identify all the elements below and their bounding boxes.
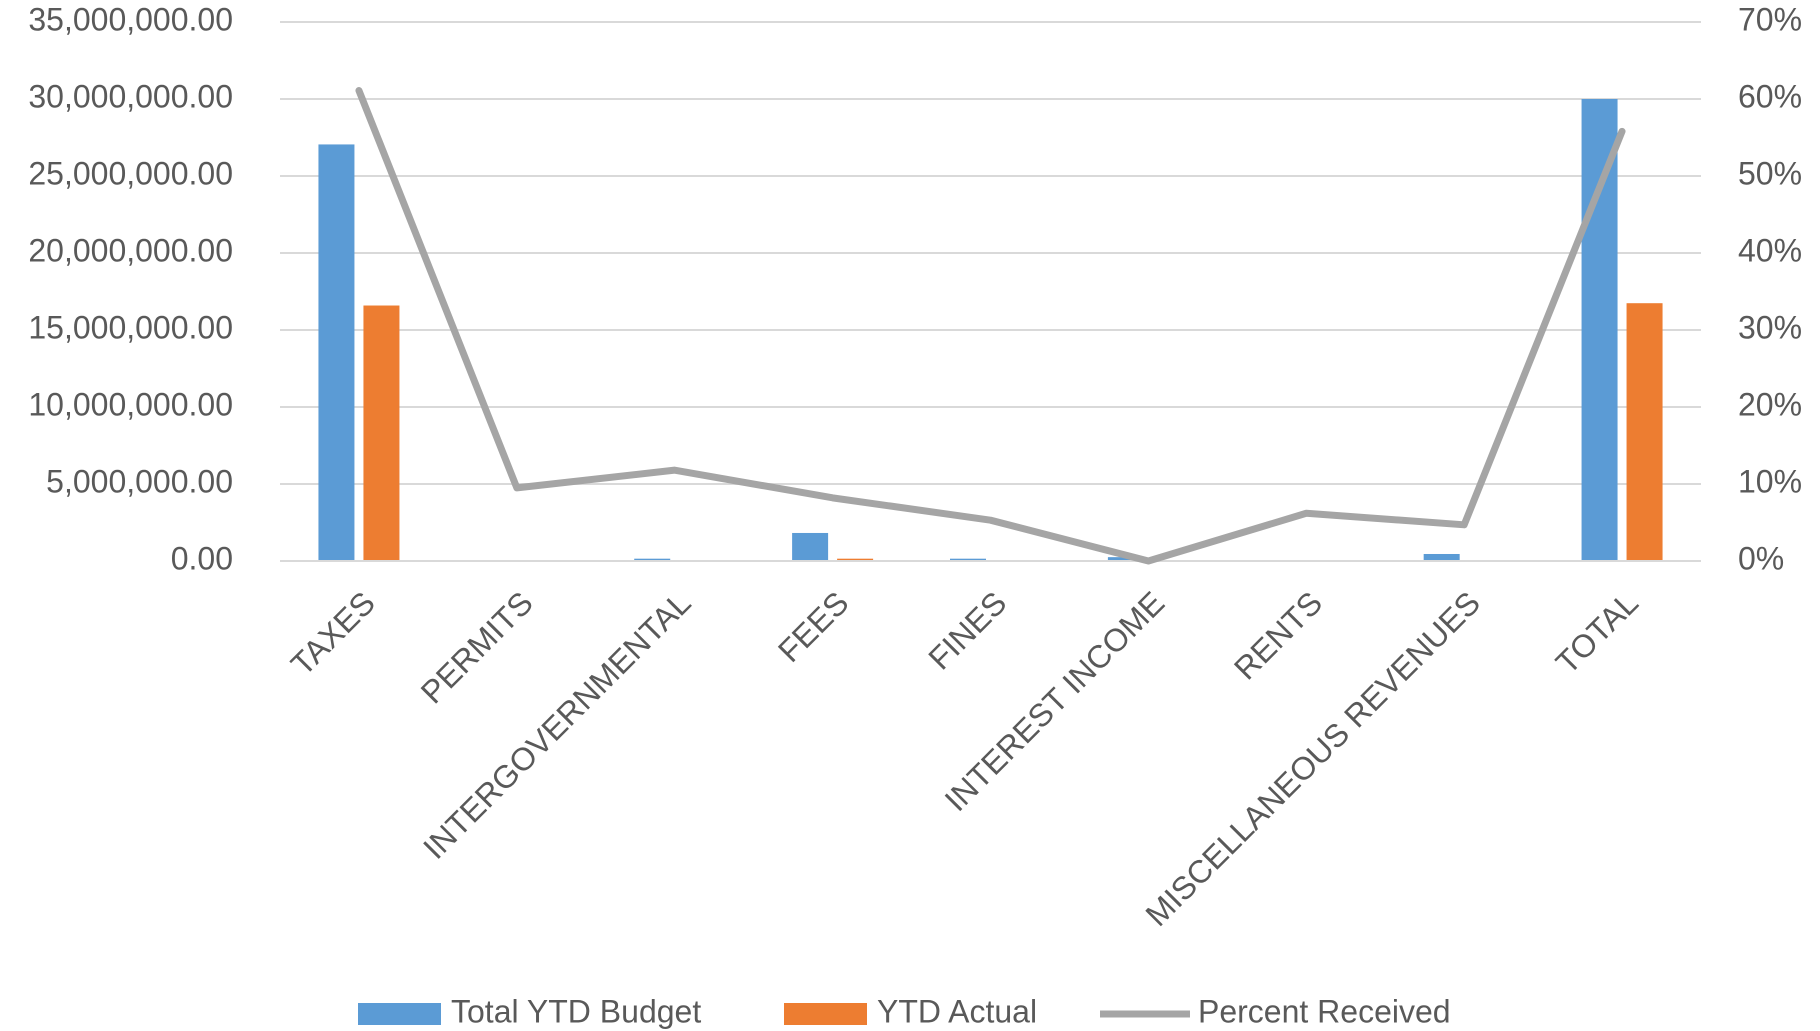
- bar: [1626, 303, 1663, 561]
- y-tick-label: 10,000,000.00: [28, 386, 233, 422]
- y2-tick-label: 10%: [1738, 463, 1802, 499]
- x-tick-label: RENTS: [1227, 584, 1329, 686]
- bar: [837, 558, 874, 561]
- x-tick-label: PERMITS: [414, 584, 540, 710]
- bar: [950, 558, 986, 561]
- bar: [363, 305, 400, 561]
- x-tick-label: FEES: [771, 584, 856, 669]
- x-tick-label: TAXES: [284, 584, 382, 682]
- bar: [1107, 557, 1144, 561]
- legend-label: Total YTD Budget: [451, 993, 701, 1029]
- y-tick-label: 25,000,000.00: [28, 155, 233, 191]
- x-tick-label: FINES: [921, 584, 1013, 676]
- y-tick-label: 5,000,000.00: [46, 463, 233, 499]
- line-series: [355, 87, 1626, 565]
- y2-tick-label: 30%: [1738, 309, 1802, 345]
- x-tick-label: MISCELLANEOUS REVENUES: [1138, 584, 1487, 933]
- legend-swatch: [358, 1003, 441, 1025]
- y2-tick-label: 20%: [1738, 386, 1802, 422]
- bar: [1581, 99, 1618, 561]
- y-tick-label: 15,000,000.00: [28, 309, 233, 345]
- bar: [1423, 553, 1460, 561]
- y2-tick-label: 70%: [1738, 1, 1802, 37]
- y2-tick-label: 60%: [1738, 78, 1802, 114]
- y-tick-label: 30,000,000.00: [28, 78, 233, 114]
- y-tick-label: 20,000,000.00: [28, 232, 233, 268]
- bar: [318, 144, 355, 561]
- y2-tick-label: 40%: [1738, 232, 1802, 268]
- legend-swatch: [784, 1003, 867, 1025]
- y2-tick-label: 50%: [1738, 155, 1802, 191]
- legend-label: Percent Received: [1198, 993, 1451, 1029]
- bar: [634, 558, 671, 561]
- x-tick-label: TOTAL: [1549, 584, 1645, 680]
- y-tick-label: 0.00: [171, 540, 233, 576]
- y-tick-label: 35,000,000.00: [28, 1, 233, 37]
- x-tick-label: INTERGOVERNMENTAL: [416, 584, 698, 866]
- bar: [792, 532, 829, 561]
- y2-tick-label: 0%: [1738, 540, 1784, 576]
- legend-label: YTD Actual: [877, 993, 1037, 1029]
